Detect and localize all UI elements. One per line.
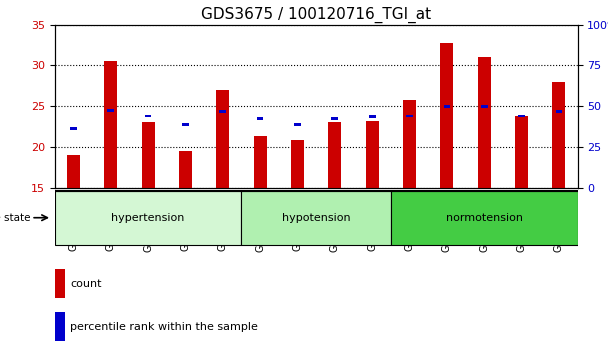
FancyBboxPatch shape bbox=[241, 190, 391, 245]
Text: disease state: disease state bbox=[0, 213, 30, 223]
Bar bbox=[443, 105, 451, 108]
Bar bbox=[478, 57, 491, 188]
Bar bbox=[219, 110, 226, 113]
FancyBboxPatch shape bbox=[391, 190, 578, 245]
Bar bbox=[515, 116, 528, 188]
Bar bbox=[216, 90, 229, 188]
FancyBboxPatch shape bbox=[55, 190, 241, 245]
Bar bbox=[55, 312, 65, 341]
Bar bbox=[440, 43, 454, 188]
Text: hypotension: hypotension bbox=[282, 213, 350, 223]
Bar bbox=[406, 115, 413, 118]
Bar bbox=[331, 117, 338, 120]
Bar bbox=[294, 123, 301, 126]
Bar bbox=[104, 62, 117, 188]
Text: count: count bbox=[71, 279, 102, 289]
Bar bbox=[70, 127, 77, 130]
Bar bbox=[108, 109, 114, 112]
Bar bbox=[291, 141, 304, 188]
Bar bbox=[328, 122, 341, 188]
Bar bbox=[179, 151, 192, 188]
Bar bbox=[369, 115, 376, 118]
Bar bbox=[553, 82, 565, 188]
Bar bbox=[365, 121, 379, 188]
Bar bbox=[254, 136, 267, 188]
Bar bbox=[518, 115, 525, 118]
Text: normotension: normotension bbox=[446, 213, 523, 223]
Bar bbox=[55, 269, 65, 298]
Bar bbox=[403, 100, 416, 188]
Bar bbox=[182, 123, 189, 126]
Title: GDS3675 / 100120716_TGI_at: GDS3675 / 100120716_TGI_at bbox=[201, 7, 431, 23]
Bar bbox=[556, 110, 562, 113]
Text: hypertension: hypertension bbox=[111, 213, 185, 223]
Text: percentile rank within the sample: percentile rank within the sample bbox=[71, 321, 258, 332]
Bar bbox=[67, 155, 80, 188]
Bar bbox=[142, 122, 154, 188]
Bar bbox=[257, 117, 263, 120]
Bar bbox=[145, 115, 151, 118]
Bar bbox=[481, 105, 488, 108]
